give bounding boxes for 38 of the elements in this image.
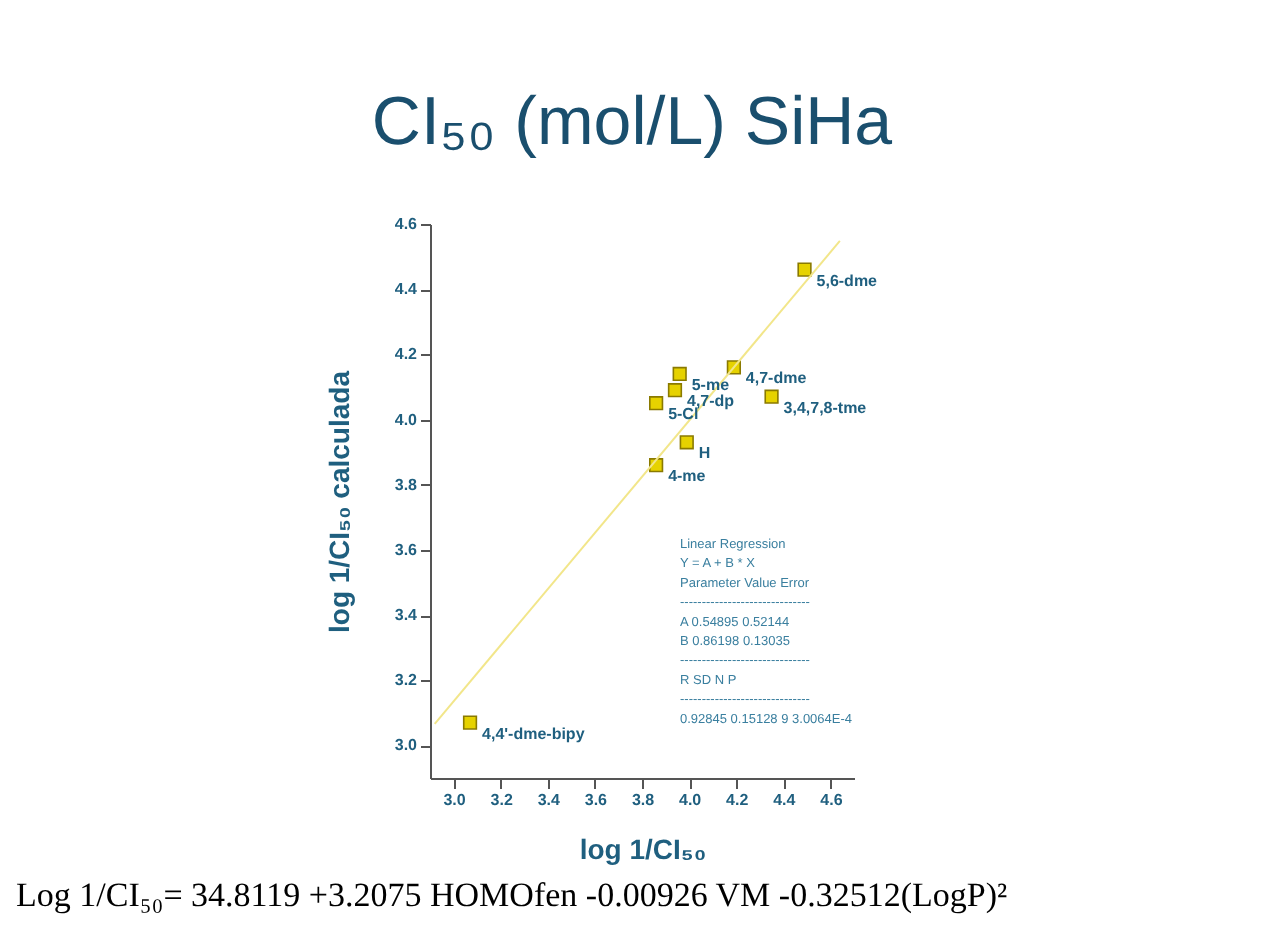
y-axis-title: log 1/CI₅₀ calculada — [322, 370, 355, 633]
annotation: 4-me — [668, 467, 707, 486]
annotation: 4,7-dp — [686, 392, 735, 411]
point — [672, 366, 687, 382]
x-tick-label: 3.0 — [443, 791, 467, 809]
x-tick-label: 3.6 — [584, 791, 609, 809]
text: Log 1/CI₅₀= 34.8119 +3.2075 HOMOfen -0.00926 VM -0.32512(LogP)² — [16, 876, 1008, 914]
x-tick-label: 3.2 — [490, 791, 514, 809]
y-tick-label: 4.6 — [394, 215, 419, 233]
x-tick-label: 3.8 — [631, 791, 656, 809]
y-tick-label: 3.8 — [394, 475, 419, 494]
y-tick-label: 3.6 — [394, 540, 419, 559]
annotation: 3,4,7,8-tme — [783, 398, 868, 417]
annotation: H — [698, 444, 711, 463]
point — [649, 396, 664, 411]
x-tick-label: 4.6 — [820, 791, 844, 809]
x-tick-label: 4.0 — [678, 791, 703, 809]
y-tick-label: 4.2 — [394, 345, 419, 364]
point — [667, 383, 683, 398]
y-tick-label: 4.0 — [394, 410, 419, 429]
point — [679, 435, 694, 450]
point — [764, 389, 779, 404]
y-tick-label: 3.0 — [394, 736, 419, 755]
y-tick-label: 3.4 — [394, 606, 419, 625]
y-tick-label: 4.4 — [394, 280, 419, 299]
x-axis-title: log 1/CI₅₀ — [579, 833, 707, 865]
chart-title: CI₅₀ (mol/L) SiHa — [371, 84, 893, 160]
annotation: 4,4'-dme-bipy — [482, 724, 586, 743]
y-tick-label: 3.2 — [394, 671, 419, 690]
x-tick-label: 4.4 — [773, 791, 797, 809]
annotation: 5-me — [691, 375, 731, 394]
x-tick-label: 3.4 — [537, 791, 561, 809]
x-tick-label: 4.2 — [726, 791, 750, 809]
point — [797, 262, 812, 277]
annotation: 5-Cl — [668, 405, 699, 424]
annotation: 5,6-dme — [816, 271, 879, 290]
annotation: 4,7-dme — [745, 369, 808, 388]
point — [462, 715, 478, 730]
